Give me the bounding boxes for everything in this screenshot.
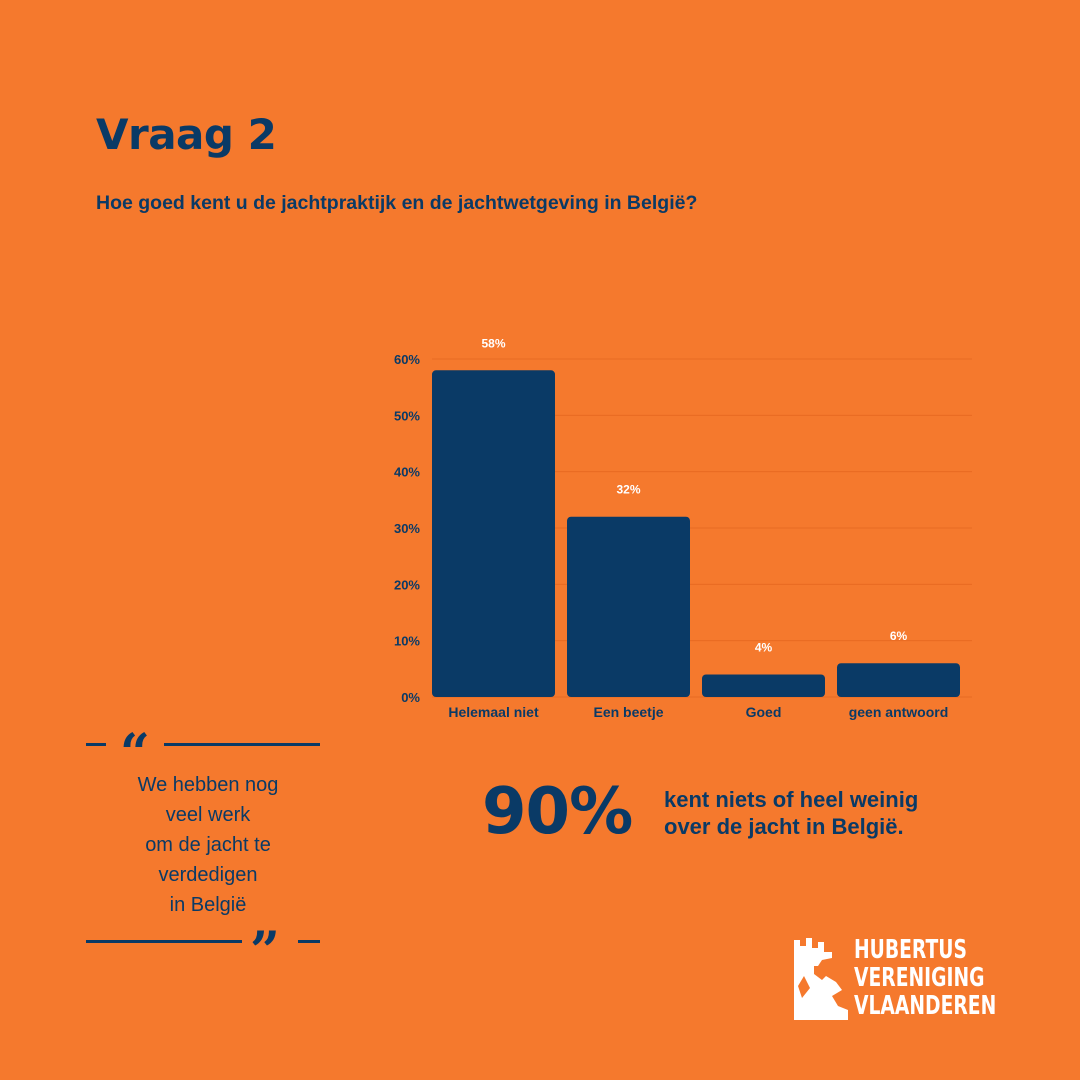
bar	[567, 516, 690, 697]
y-axis-ticks: 0% 10% 20% 30% 40% 50% 60%	[394, 352, 420, 705]
data-label: 32%	[616, 483, 640, 497]
quote-text: We hebben nog veel werk om de jacht te v…	[137, 774, 279, 916]
logo-wordmark: HUBERTUS VERENIGING VLAANDEREN	[854, 936, 996, 1020]
bar	[702, 674, 825, 697]
data-label: 4%	[755, 640, 773, 654]
bar	[432, 370, 555, 697]
x-tick-label: Goed	[746, 704, 782, 720]
bars	[432, 370, 960, 697]
y-tick-label: 60%	[394, 352, 420, 367]
data-label: 58%	[481, 336, 505, 350]
data-label: 6%	[890, 629, 908, 643]
y-tick-label: 0%	[401, 690, 420, 705]
logo-line-3: VLAANDEREN	[854, 991, 997, 1021]
quote-bottom-line-right	[298, 940, 320, 943]
logo-line-2: VERENIGING	[854, 963, 985, 993]
quote-top-line-right	[164, 743, 320, 746]
survey-question: Hoe goed kent u de jachtpraktijk en de j…	[96, 192, 698, 214]
x-tick-label: Een beetje	[593, 704, 663, 720]
highlight-value: 90%	[482, 775, 633, 849]
close-quote-icon: ”	[250, 921, 280, 982]
bar	[837, 663, 960, 697]
y-tick-label: 30%	[394, 521, 420, 536]
x-axis-labels: Helemaal niet Een beetje Goed geen antwoord	[448, 704, 948, 720]
y-tick-label: 40%	[394, 465, 420, 480]
x-tick-label: geen antwoord	[849, 704, 949, 720]
page-title: Vraag 2	[96, 110, 277, 159]
y-tick-label: 20%	[394, 577, 420, 592]
x-tick-label: Helemaal niet	[448, 704, 539, 720]
hubertus-logo: HUBERTUS VERENIGING VLAANDEREN	[792, 936, 996, 1022]
quote-top-line-left	[86, 743, 106, 746]
y-tick-label: 50%	[394, 408, 420, 423]
value-labels: 58% 32% 4% 6%	[481, 336, 907, 654]
open-quote-icon: “	[120, 723, 150, 784]
y-tick-label: 10%	[394, 634, 420, 649]
highlight-text: kent niets of heel weinig over de jacht …	[664, 787, 919, 839]
quote-bottom-line-left	[86, 940, 242, 943]
deer-head-icon	[794, 938, 848, 1020]
bar-chart: 0% 10% 20% 30% 40% 50% 60% 58% 32% 4% 6% Helemaal…	[394, 336, 972, 720]
logo-line-1: HUBERTUS	[854, 935, 967, 965]
